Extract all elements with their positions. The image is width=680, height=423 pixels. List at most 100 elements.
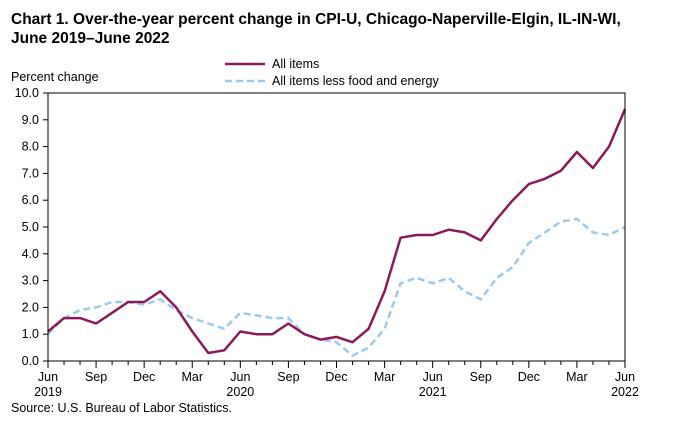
data-point (335, 336, 337, 338)
chart-title: Chart 1. Over-the-year percent change in… (11, 10, 671, 48)
plot-area (47, 108, 627, 357)
data-point (271, 317, 273, 319)
y-axis-label: Percent change (11, 70, 99, 84)
data-point (383, 290, 385, 292)
y-tick-label: 0.0 (22, 354, 39, 368)
data-point (464, 231, 466, 233)
data-point (367, 346, 369, 348)
data-point (496, 277, 498, 279)
data-point (480, 298, 482, 300)
legend: All items All items less food and energy (225, 57, 440, 88)
data-point (303, 333, 305, 335)
data-point (271, 333, 273, 335)
data-point (159, 298, 161, 300)
y-tick-label: 5.0 (22, 220, 39, 234)
x-tick-label: Jun (230, 370, 250, 384)
x-tick-label: Dec (325, 370, 347, 384)
x-tick-year-label: 2019 (34, 385, 62, 399)
data-point (351, 354, 353, 356)
data-point (447, 277, 449, 279)
data-point (95, 306, 97, 308)
x-tick-label: Dec (133, 370, 155, 384)
data-point (207, 352, 209, 354)
data-point (63, 317, 65, 319)
data-point (512, 266, 514, 268)
y-tick-label: 4.0 (22, 247, 39, 261)
data-point (399, 237, 401, 239)
data-point (608, 234, 610, 236)
data-point (415, 234, 417, 236)
y-tick-label: 1.0 (22, 327, 39, 341)
data-point (111, 301, 113, 303)
data-point (351, 341, 353, 343)
series-line (47, 217, 626, 357)
data-point (319, 338, 321, 340)
data-point (223, 328, 225, 330)
data-point (560, 220, 562, 222)
y-axis: 0.0 1.0 2.0 3.0 4.0 5.0 6.0 7.0 8.0 9.0 10.0 (15, 86, 48, 368)
y-tick-label: 6.0 (22, 193, 39, 207)
x-tick-year-label: 2022 (611, 385, 639, 399)
y-tick-label: 8.0 (22, 140, 39, 154)
data-point (79, 309, 81, 311)
y-tick-label: 10.0 (15, 86, 39, 100)
data-point (95, 322, 97, 324)
data-point (528, 242, 530, 244)
data-point (608, 145, 610, 147)
x-tick-year-label: 2020 (226, 385, 254, 399)
data-point (335, 341, 337, 343)
data-point (592, 167, 594, 169)
data-point (223, 349, 225, 351)
data-point (175, 309, 177, 311)
chart-title-line-1: Chart 1. Over-the-year percent change in… (11, 11, 621, 28)
data-point (528, 183, 530, 185)
x-tick-label: Sep (85, 370, 107, 384)
x-tick-year-label: 2021 (419, 385, 447, 399)
x-tick-label: Jun (38, 370, 58, 384)
x-tick-label: Mar (566, 370, 588, 384)
data-point (207, 322, 209, 324)
y-tick-label: 3.0 (22, 274, 39, 288)
data-point (560, 170, 562, 172)
legend-label: All items (272, 57, 319, 71)
data-point (464, 290, 466, 292)
data-point (480, 239, 482, 241)
data-point (415, 277, 417, 279)
data-point (239, 312, 241, 314)
data-point (431, 234, 433, 236)
data-point (576, 218, 578, 220)
data-point (544, 178, 546, 180)
legend-label: All items less food and energy (272, 74, 440, 88)
data-point (496, 218, 498, 220)
data-point (255, 314, 257, 316)
x-tick-label: Sep (470, 370, 492, 384)
data-point (239, 330, 241, 332)
x-tick-label: Jun (423, 370, 443, 384)
data-point (175, 306, 177, 308)
x-tick-label: Jun (615, 370, 635, 384)
data-point (383, 328, 385, 330)
y-tick-label: 2.0 (22, 300, 39, 314)
data-point (592, 231, 594, 233)
data-point (576, 151, 578, 153)
data-point (287, 322, 289, 324)
data-point (255, 333, 257, 335)
data-point (367, 328, 369, 330)
y-tick-label: 9.0 (22, 113, 39, 127)
series-line (47, 108, 627, 355)
data-point (544, 231, 546, 233)
x-tick-label: Sep (277, 370, 299, 384)
source-note: Source: U.S. Bureau of Labor Statistics. (11, 401, 232, 415)
data-point (79, 317, 81, 319)
x-tick-label: Mar (374, 370, 396, 384)
plot-frame (47, 92, 626, 362)
data-point (143, 304, 145, 306)
data-point (287, 317, 289, 319)
data-point (191, 330, 193, 332)
data-point (143, 301, 145, 303)
data-point (111, 312, 113, 314)
data-point (512, 199, 514, 201)
x-tick-label: Dec (518, 370, 540, 384)
y-tick-label: 7.0 (22, 166, 39, 180)
